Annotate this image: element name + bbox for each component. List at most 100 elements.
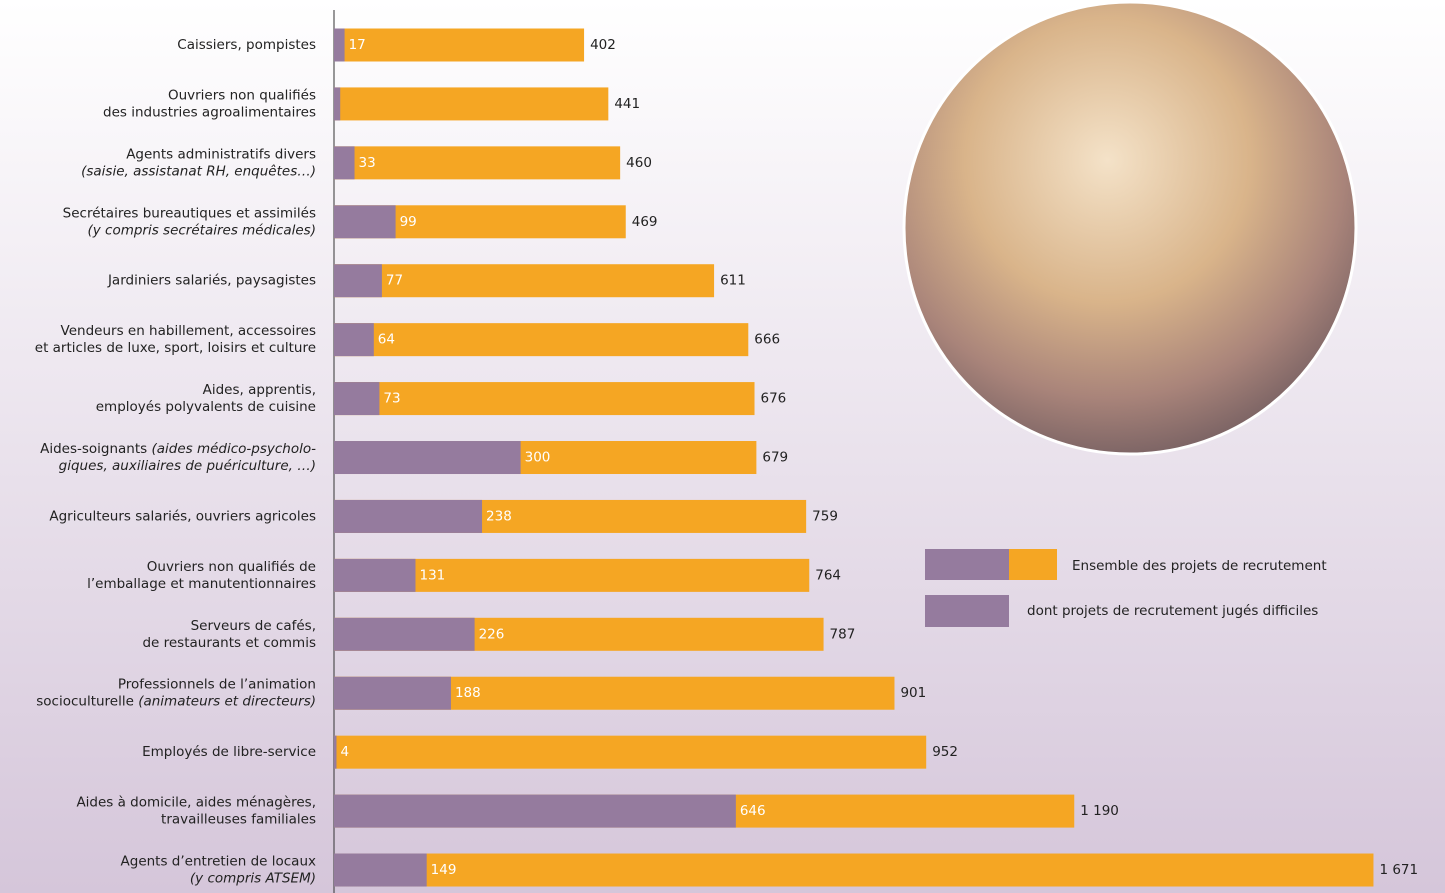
category-label: Serveurs de cafés, xyxy=(191,618,316,634)
category-label-part: Ouvriers non qualifiés xyxy=(168,87,316,103)
category-label: Jardiniers salariés, paysagistes xyxy=(107,273,316,289)
category-label: l’emballage et manutentionnaires xyxy=(87,576,316,592)
total-label: 679 xyxy=(762,450,788,466)
category-label-part: (y compris ATSEM) xyxy=(190,871,316,887)
category-label: Agriculteurs salariés, ouvriers agricole… xyxy=(49,508,316,524)
total-label: 764 xyxy=(815,567,841,583)
category-label-part: des industries agroalimentaires xyxy=(103,104,316,120)
total-label: 676 xyxy=(761,391,787,407)
category-label: Employés de libre-service xyxy=(142,744,316,760)
difficult-label: 4 xyxy=(340,744,349,760)
legend-swatch xyxy=(925,595,1009,627)
total-label: 611 xyxy=(720,273,746,289)
category-label-part: Jardiniers salariés, paysagistes xyxy=(107,273,316,289)
category-label-part: Caissiers, pompistes xyxy=(177,37,316,53)
category-label: employés polyvalents de cuisine xyxy=(96,399,316,415)
legend-swatch xyxy=(1009,549,1057,580)
category-label: Ouvriers non qualifiés xyxy=(168,87,316,103)
bar-difficult xyxy=(334,500,482,533)
category-label: Caissiers, pompistes xyxy=(177,37,316,53)
category-label-part: l’emballage et manutentionnaires xyxy=(87,576,316,592)
category-label-part: (aides médico-psycholo- xyxy=(151,441,316,457)
total-label: 1 190 xyxy=(1080,803,1119,819)
category-label-part: (animateurs et directeurs) xyxy=(138,694,316,710)
category-label: Secrétaires bureautiques et assimilés xyxy=(63,205,316,221)
total-label: 460 xyxy=(626,155,652,171)
category-label: Professionnels de l’animation xyxy=(118,677,316,693)
total-label: 441 xyxy=(614,96,640,112)
difficult-label: 17 xyxy=(349,37,366,53)
total-label: 787 xyxy=(830,626,856,642)
category-label-part: Professionnels de l’animation xyxy=(118,677,316,693)
total-label: 402 xyxy=(590,37,616,53)
category-label: Agents administratifs divers xyxy=(126,146,316,162)
bar-total xyxy=(334,736,926,769)
category-label: travailleuses familiales xyxy=(161,812,316,828)
category-label-part: Agriculteurs salariés, ouvriers agricole… xyxy=(49,508,316,524)
bar-total xyxy=(334,146,620,179)
bar-difficult xyxy=(334,323,374,356)
difficult-label: 99 xyxy=(400,214,417,230)
difficult-label: 149 xyxy=(431,862,457,878)
category-label-part: Aides, apprentis, xyxy=(203,382,316,398)
difficult-label: 64 xyxy=(378,332,395,348)
bar-difficult xyxy=(334,382,379,415)
total-label: 1 671 xyxy=(1379,862,1418,878)
bar-difficult xyxy=(334,618,475,651)
category-label-part: et articles de luxe, sport, loisirs et c… xyxy=(35,340,316,356)
category-label: Aides à domicile, aides ménagères, xyxy=(76,795,316,811)
bar-difficult xyxy=(334,559,415,592)
total-label: 901 xyxy=(900,685,926,701)
bar-difficult xyxy=(334,441,521,474)
category-label: (saisie, assistanat RH, enquêtes…) xyxy=(81,163,316,179)
category-label-part: Vendeurs en habillement, accessoires xyxy=(61,323,316,339)
difficult-label: 188 xyxy=(455,685,481,701)
category-label: (y compris secrétaires médicales) xyxy=(87,222,316,238)
category-label-part: employés polyvalents de cuisine xyxy=(96,399,316,415)
category-label: socioculturelle (animateurs et directeur… xyxy=(36,694,316,710)
category-label: Vendeurs en habillement, accessoires xyxy=(61,323,316,339)
bar-difficult xyxy=(334,677,451,710)
bar-difficult xyxy=(334,29,345,62)
total-label: 469 xyxy=(632,214,658,230)
photo xyxy=(904,2,1356,454)
bar-total xyxy=(334,854,1373,887)
category-label-part: Serveurs de cafés, xyxy=(191,618,316,634)
bar-difficult xyxy=(334,736,336,769)
total-label: 952 xyxy=(932,744,958,760)
category-label: Ouvriers non qualifiés de xyxy=(147,559,316,575)
bar-difficult xyxy=(334,264,382,297)
category-label-part: travailleuses familiales xyxy=(161,812,316,828)
category-label-part: socioculturelle xyxy=(36,694,138,710)
legend-label: Ensemble des projets de recrutement xyxy=(1072,558,1327,574)
category-label-part: (saisie, assistanat RH, enquêtes…) xyxy=(81,163,316,179)
category-label-part: Aides-soignants xyxy=(40,441,151,457)
category-label: et articles de luxe, sport, loisirs et c… xyxy=(35,340,316,356)
category-label: des industries agroalimentaires xyxy=(103,104,316,120)
difficult-label: 646 xyxy=(740,803,766,819)
bar-difficult xyxy=(334,205,396,238)
category-label: giques, auxiliaires de puériculture, …) xyxy=(59,458,316,474)
category-label: Aides-soignants (aides médico-psycholo- xyxy=(40,441,316,457)
category-label-part: Ouvriers non qualifiés de xyxy=(147,559,316,575)
difficult-label: 33 xyxy=(359,155,376,171)
difficult-label: 73 xyxy=(383,391,400,407)
difficult-label: 131 xyxy=(419,567,445,583)
category-label: Aides, apprentis, xyxy=(203,382,316,398)
difficult-label: 300 xyxy=(525,450,551,466)
category-label: (y compris ATSEM) xyxy=(190,871,316,887)
category-label-part: de restaurants et commis xyxy=(142,635,316,651)
bar-total xyxy=(334,323,748,356)
bar-difficult xyxy=(334,87,340,120)
chart: Ensemble des projets de recrutementdont … xyxy=(0,0,1445,893)
bar-total xyxy=(334,29,584,62)
difficult-label: 77 xyxy=(386,273,403,289)
total-label: 759 xyxy=(812,508,838,524)
bar-difficult xyxy=(334,146,355,179)
category-label-part: Employés de libre-service xyxy=(142,744,316,760)
category-label-part: Secrétaires bureautiques et assimilés xyxy=(63,205,316,221)
category-label-part: Agents d’entretien de locaux xyxy=(121,854,316,870)
category-label: de restaurants et commis xyxy=(142,635,316,651)
bar-total xyxy=(334,87,608,120)
category-label-part: giques, auxiliaires de puériculture, …) xyxy=(59,458,316,474)
